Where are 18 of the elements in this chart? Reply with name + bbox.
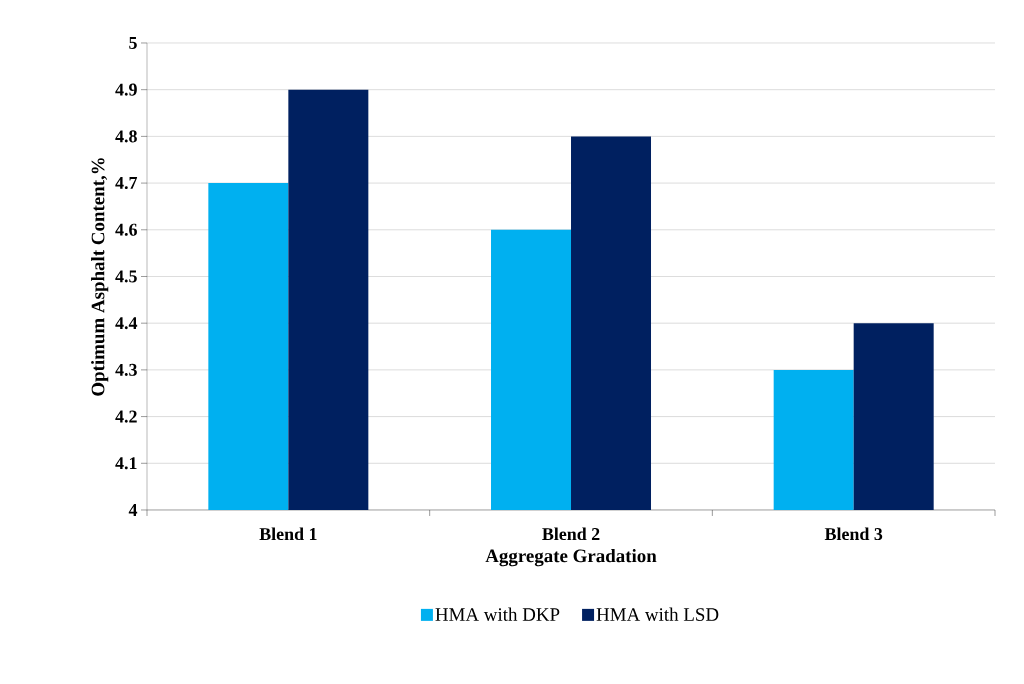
legend-label: HMA with DKP bbox=[435, 607, 560, 621]
y-tick-label: 4.5 bbox=[115, 270, 137, 283]
y-tick-label: 4.7 bbox=[115, 177, 138, 190]
y-tick-label: 4.2 bbox=[115, 410, 137, 423]
y-tick-label: 4.9 bbox=[115, 83, 137, 96]
y-axis-title: Optimum Asphalt Content,% bbox=[91, 158, 109, 396]
y-tick-label: 4.4 bbox=[115, 317, 138, 330]
y-tick-label: 4.6 bbox=[115, 223, 137, 236]
y-tick-label: 4.8 bbox=[115, 130, 137, 143]
x-tick-label: Blend 1 bbox=[259, 527, 317, 541]
x-tick-label: Blend 2 bbox=[542, 527, 600, 541]
y-tick-label: 4.1 bbox=[115, 457, 137, 470]
x-tick-label: Blend 3 bbox=[824, 527, 883, 541]
y-tick-label: 5 bbox=[129, 37, 137, 49]
legend-label: HMA with LSD bbox=[596, 607, 719, 621]
y-tick-label: 4 bbox=[128, 504, 138, 516]
x-axis-title: Aggregate Gradation bbox=[485, 548, 657, 567]
y-tick-label: 4.3 bbox=[115, 363, 137, 376]
